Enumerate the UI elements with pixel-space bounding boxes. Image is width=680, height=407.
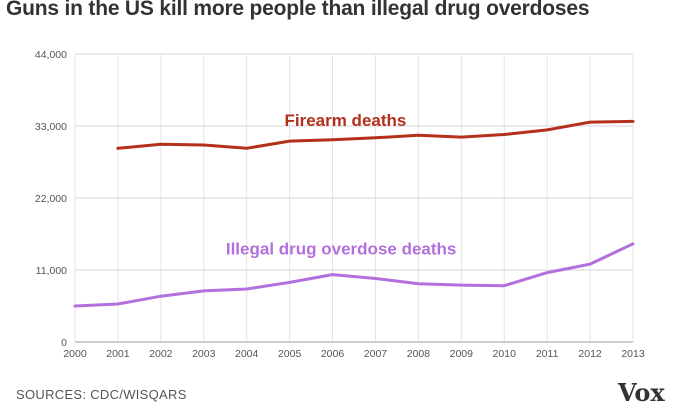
illegal-drug-overdose-deaths-line	[73, 242, 635, 308]
x-tick-label: 2000	[63, 348, 87, 360]
y-tick-label: 44,000	[35, 49, 67, 61]
x-tick-label: 2008	[407, 348, 431, 360]
label-layer: Firearm deaths Illegal drug overdose deat…	[226, 111, 457, 258]
illegal-drug-overdose-deaths-label: Illegal drug overdose deaths	[226, 239, 457, 258]
x-tick-label: 2009	[450, 348, 474, 360]
series-layer	[73, 119, 635, 308]
y-tick-label: 0	[61, 337, 67, 349]
source-note: SOURCES: CDC/WISQARS	[16, 387, 187, 402]
chart-title: Guns in the US kill more people than ill…	[6, 0, 590, 20]
y-tick-label: 33,000	[35, 121, 67, 133]
x-tick-label: 2013	[621, 348, 645, 360]
x-tick-label: 2010	[493, 348, 517, 360]
firearm-deaths-line	[116, 119, 635, 150]
x-tick-label: 2012	[578, 348, 602, 360]
x-tick-label: 2001	[106, 348, 130, 360]
firearm-deaths-label: Firearm deaths	[284, 111, 406, 130]
x-tick-label: 2007	[364, 348, 388, 360]
x-tick-label: 2004	[235, 348, 259, 360]
x-tick-label: 2005	[278, 348, 302, 360]
vox-logo: Vox	[618, 378, 665, 407]
grid-layer	[74, 53, 634, 343]
y-tick-label: 22,000	[35, 193, 67, 205]
x-tick-label: 2003	[192, 348, 216, 360]
x-tick-label: 2002	[149, 348, 173, 360]
y-tick-label: 11,000	[36, 265, 67, 277]
axis-layer: 0 11,000 22,000 33,000 44,000 2000 2001 2002 200…	[35, 49, 645, 360]
x-tick-label: 2011	[536, 348, 559, 360]
x-tick-label: 2006	[321, 348, 345, 360]
